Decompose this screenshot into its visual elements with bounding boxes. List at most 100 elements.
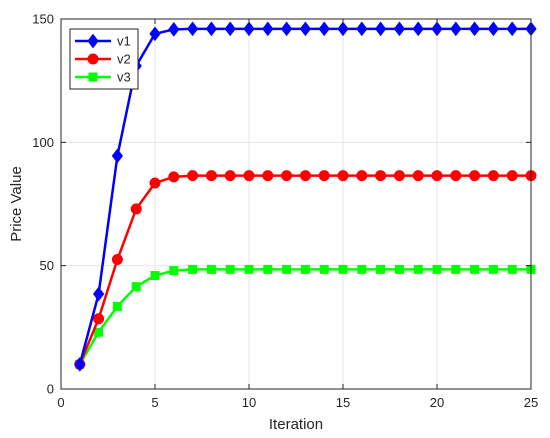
legend-label: v2 xyxy=(117,52,131,67)
data-point-v1 xyxy=(262,21,274,37)
legend-item-v1: v1 xyxy=(75,34,131,49)
data-point-v3 xyxy=(169,266,179,276)
data-point-v3 xyxy=(131,282,141,292)
series-v2 xyxy=(74,170,537,370)
data-point-v2 xyxy=(187,170,199,182)
data-point-v3 xyxy=(319,264,329,274)
legend-marker xyxy=(87,33,99,49)
data-point-v2 xyxy=(168,171,180,183)
data-point-v3 xyxy=(488,264,498,274)
ticks: 0 5 10 15 20 25 0 50 100 150 xyxy=(32,12,538,411)
legend: v1 v2 v3 xyxy=(69,28,139,90)
data-point-v1 xyxy=(506,21,518,37)
data-point-v1 xyxy=(243,21,255,37)
data-point-v2 xyxy=(469,170,481,182)
data-point-v1 xyxy=(487,21,500,37)
data-point-v2 xyxy=(487,170,499,182)
y-tick-label: 50 xyxy=(40,258,54,273)
series-line-v3 xyxy=(78,268,531,365)
data-point-v2 xyxy=(506,170,518,182)
data-point-v3 xyxy=(94,327,104,337)
x-tick-label: 10 xyxy=(242,395,256,410)
data-point-v2 xyxy=(262,170,274,182)
data-point-v1 xyxy=(393,21,406,37)
data-point-v3 xyxy=(394,264,404,274)
y-tick-label: 0 xyxy=(47,382,54,397)
x-tick-label: 20 xyxy=(430,395,444,410)
data-point-v2 xyxy=(224,170,236,182)
legend-marker xyxy=(88,72,98,82)
data-point-v1 xyxy=(280,21,293,37)
x-tick-label: 15 xyxy=(336,395,350,410)
data-point-v3 xyxy=(338,264,348,274)
data-point-v1 xyxy=(374,21,387,37)
data-point-v1 xyxy=(450,21,462,37)
data-point-v3 xyxy=(150,271,160,281)
data-point-v1 xyxy=(224,21,236,37)
data-point-v1 xyxy=(431,21,443,37)
data-point-v3 xyxy=(376,264,386,274)
data-point-v2 xyxy=(431,170,443,182)
data-point-v3 xyxy=(206,264,216,274)
x-tick-label: 5 xyxy=(151,395,158,410)
data-point-v3 xyxy=(470,264,480,274)
data-point-v2 xyxy=(130,203,142,215)
data-point-v1 xyxy=(186,21,199,37)
data-point-v3 xyxy=(263,264,273,274)
data-point-v1 xyxy=(74,357,86,372)
data-point-v3 xyxy=(507,264,517,274)
data-point-v3 xyxy=(300,264,310,274)
data-point-v1 xyxy=(92,286,105,302)
data-point-v2 xyxy=(337,170,349,182)
series-v3 xyxy=(75,264,536,369)
x-tick-label: 0 xyxy=(57,395,64,410)
data-point-v1 xyxy=(168,22,180,37)
legend-label: v1 xyxy=(117,34,131,49)
legend-label: v3 xyxy=(117,70,131,85)
data-point-v1 xyxy=(337,21,349,37)
data-point-v1 xyxy=(149,26,161,42)
legend-marker xyxy=(87,53,99,65)
data-point-v2 xyxy=(299,170,311,182)
data-point-v2 xyxy=(318,170,330,182)
data-point-v3 xyxy=(451,264,461,274)
y-tick-label: 150 xyxy=(32,12,54,27)
data-point-v2 xyxy=(205,170,217,182)
data-point-v3 xyxy=(432,264,442,274)
data-point-v3 xyxy=(413,264,423,274)
data-point-v2 xyxy=(281,170,293,182)
data-point-v3 xyxy=(357,264,367,274)
y-axis-label: Price Value xyxy=(8,166,25,242)
data-point-v2 xyxy=(375,170,387,182)
series-v1 xyxy=(74,21,537,372)
series-layer xyxy=(74,21,537,372)
data-point-v1 xyxy=(468,21,481,37)
data-point-v1 xyxy=(412,21,424,37)
data-point-v3 xyxy=(282,264,292,274)
data-point-v1 xyxy=(111,148,124,164)
data-point-v2 xyxy=(450,170,462,182)
data-point-v1 xyxy=(318,21,330,37)
x-tick-label: 25 xyxy=(524,395,538,410)
data-point-v1 xyxy=(356,21,368,37)
legend-item-v2: v2 xyxy=(75,52,131,67)
data-point-v3 xyxy=(225,264,235,274)
data-point-v1 xyxy=(205,21,218,37)
data-point-v2 xyxy=(243,170,255,182)
plot-frame xyxy=(60,18,532,390)
data-point-v3 xyxy=(112,301,122,311)
data-point-v2 xyxy=(393,170,405,182)
data-point-v2 xyxy=(93,313,105,325)
data-point-v3 xyxy=(244,264,254,274)
legend-item-v3: v3 xyxy=(75,70,131,85)
data-point-v2 xyxy=(149,177,161,189)
data-point-v2 xyxy=(412,170,424,182)
data-point-v2 xyxy=(356,170,368,182)
data-point-v3 xyxy=(188,264,198,274)
y-tick-label: 100 xyxy=(32,135,54,150)
x-axis-label: Iteration xyxy=(269,416,323,433)
data-point-v2 xyxy=(111,254,123,265)
data-point-v1 xyxy=(299,21,312,37)
series-line-v1 xyxy=(78,27,531,365)
